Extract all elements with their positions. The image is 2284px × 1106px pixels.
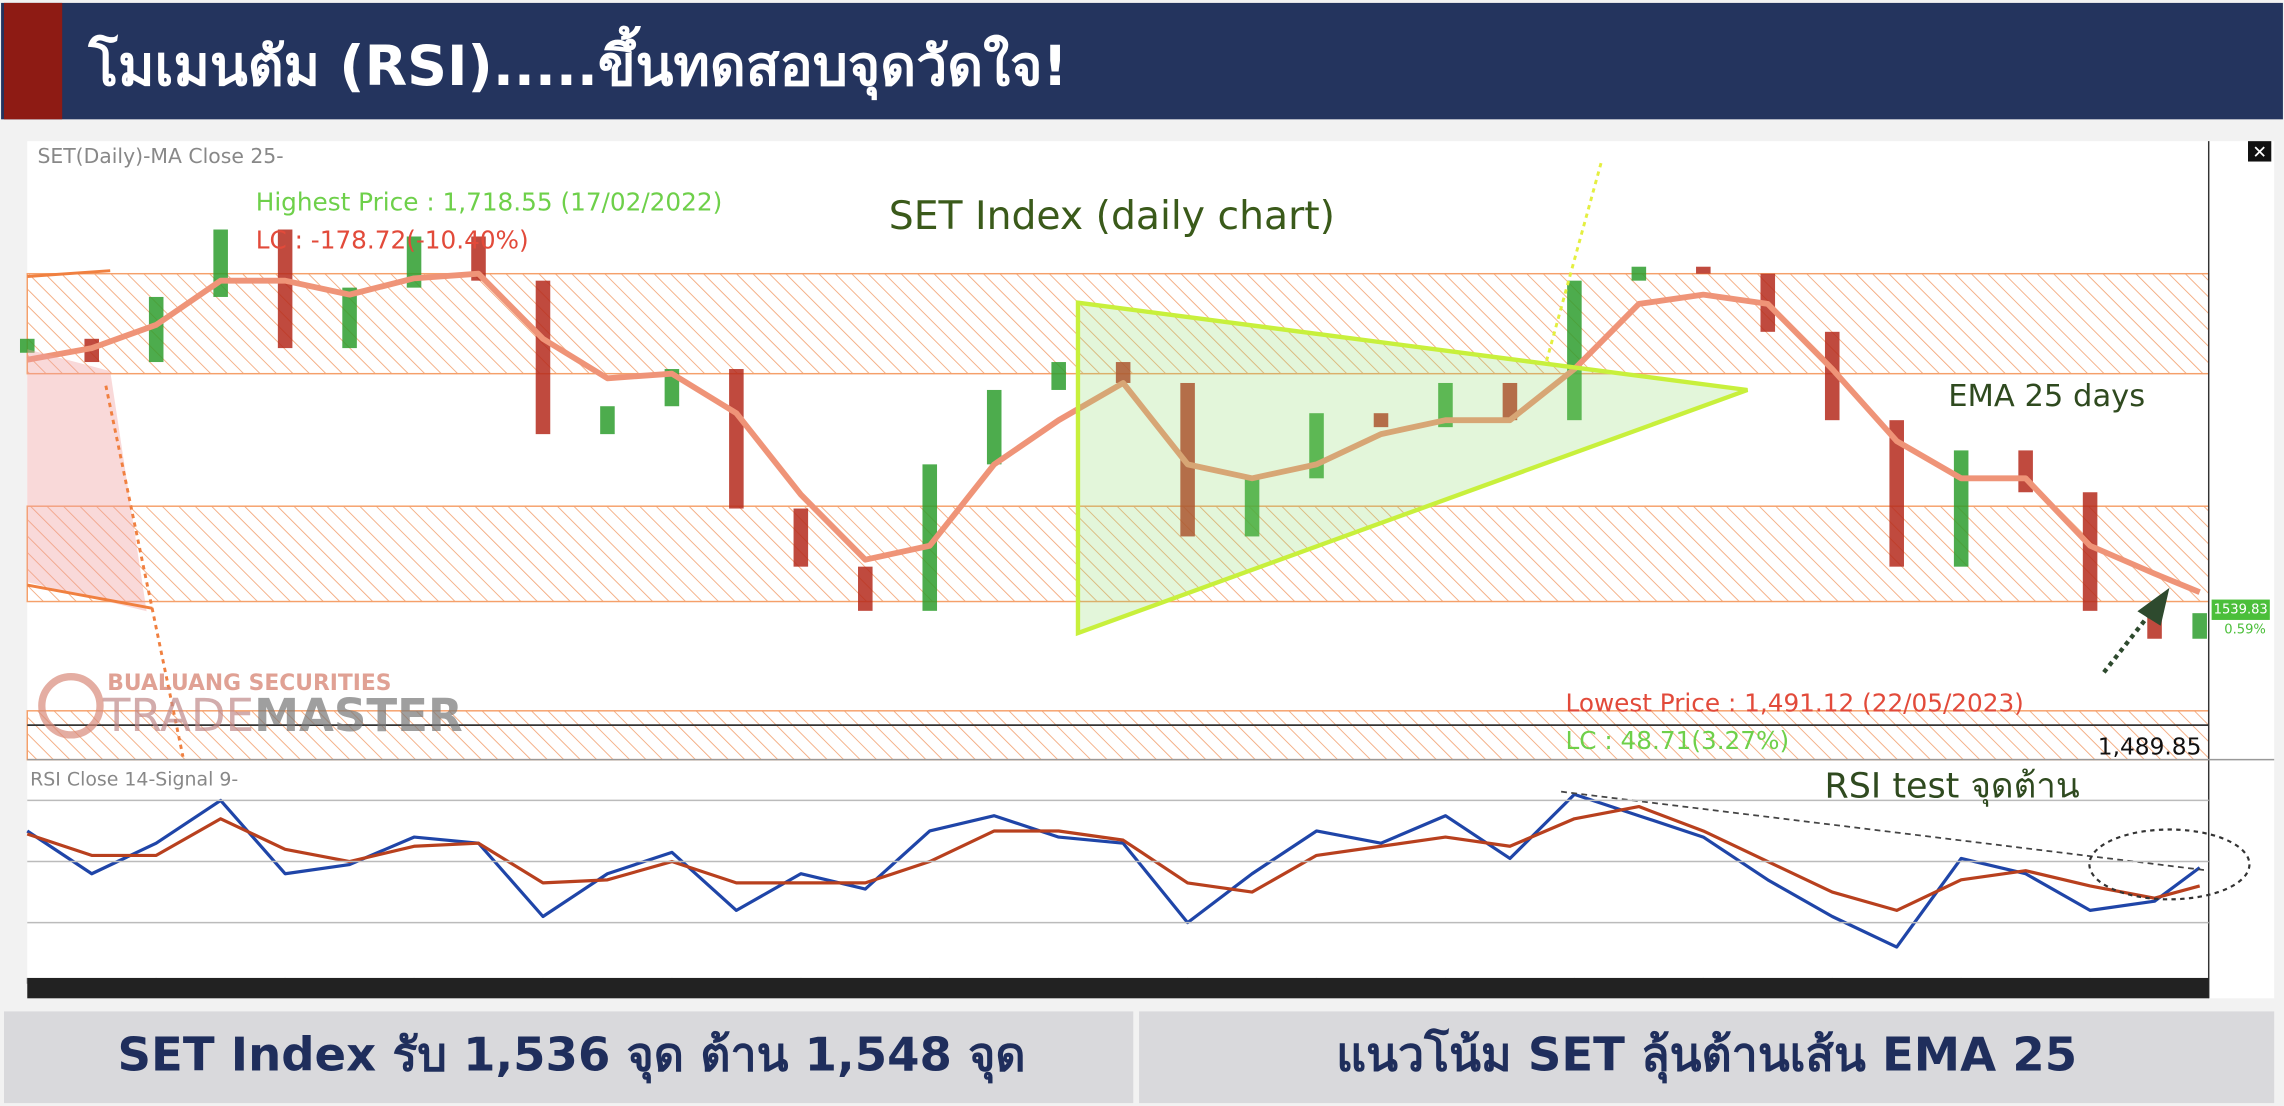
price-panel-label: SET(Daily)-MA Close 25- <box>37 144 283 168</box>
triangle-pattern <box>1075 300 1749 637</box>
candle <box>986 389 1002 465</box>
candle <box>600 406 615 435</box>
candle <box>2082 492 2098 611</box>
candle <box>535 280 551 435</box>
header-bar <box>1 2 2283 120</box>
candle <box>1438 382 1453 428</box>
arrow <box>2102 609 2154 674</box>
candle <box>1567 280 1582 421</box>
left-shade <box>27 349 147 612</box>
ema-label: EMA 25 days <box>1948 379 2145 414</box>
rsi-circle <box>2088 828 2251 901</box>
candle <box>1953 450 1969 567</box>
candle <box>1696 266 1711 274</box>
logo-text: TRADEMASTER <box>102 689 463 742</box>
x-axis-bar <box>27 977 2209 999</box>
support-label: 1,489.85 <box>2098 734 2202 761</box>
footer-right: แนวโน้ม SET ลุ้นต้านเส้น EMA 25 <box>1336 1026 2077 1083</box>
last-price-box <box>2211 599 2270 620</box>
footer-right-box <box>1139 1011 2275 1104</box>
candle <box>858 566 873 611</box>
rsi-label: RSI test จุดต้าน <box>1825 766 2080 806</box>
rsi-panel-label: RSI Close 14-Signal 9- <box>30 769 238 791</box>
last-change: 0.59% <box>2224 623 2266 638</box>
trend-line <box>27 269 111 278</box>
header-title: โมเมนตัม (RSI).....ขึ้นทดสอบจุดวัดใจ! <box>87 25 1067 101</box>
candle <box>1631 266 1647 281</box>
trend-line <box>27 583 153 610</box>
candle <box>19 338 35 353</box>
footer-left-box <box>3 1011 1134 1104</box>
ema-line <box>26 270 2201 595</box>
candle <box>1115 362 1131 383</box>
candle <box>1502 382 1518 421</box>
candle <box>793 508 809 567</box>
candle <box>1824 331 1840 421</box>
candle <box>1889 420 1904 567</box>
chart-title: SET Index (daily chart) <box>889 194 1335 239</box>
candle <box>729 369 744 509</box>
logo-top: BUALUANG SECURITIES <box>107 671 391 696</box>
close-icon[interactable]: ✕ <box>2252 143 2267 163</box>
lowest-lc: LC : 48.71(3.27%) <box>1565 726 1789 755</box>
logo-icon <box>38 673 104 739</box>
rsi-line <box>26 792 2201 949</box>
candle <box>471 236 486 281</box>
candle <box>2192 613 2207 639</box>
rsi-trend-line <box>1561 790 2206 872</box>
candle <box>277 229 293 349</box>
candle <box>1244 478 1260 537</box>
candle <box>148 296 164 363</box>
candle <box>342 287 357 349</box>
candle <box>1373 413 1389 428</box>
candle <box>406 236 422 288</box>
header-accent <box>3 2 63 120</box>
highest-label: Highest Price : 1,718.55 (17/02/2022) <box>256 188 722 217</box>
last-price: 1539.83 <box>2214 602 2268 617</box>
logo-right: MASTER <box>254 689 463 742</box>
chart: 01/20222345678910111220232345 <box>19 229 2210 998</box>
highest-lc: LC : -178.72(-10.40%) <box>256 226 529 255</box>
close-button[interactable] <box>2248 141 2272 162</box>
candle <box>922 464 938 611</box>
footer-left: SET Index รับ 1,536 จุด ต้าน 1,548 จุด <box>117 1027 1025 1083</box>
trend-line <box>104 385 185 758</box>
logo-left: TRADE <box>102 689 254 742</box>
arrow-head <box>2137 587 2170 626</box>
rsi-line <box>26 804 2201 912</box>
candle <box>1051 362 1066 390</box>
lowest-label: Lowest Price : 1,491.12 (22/05/2023) <box>1565 688 2023 717</box>
